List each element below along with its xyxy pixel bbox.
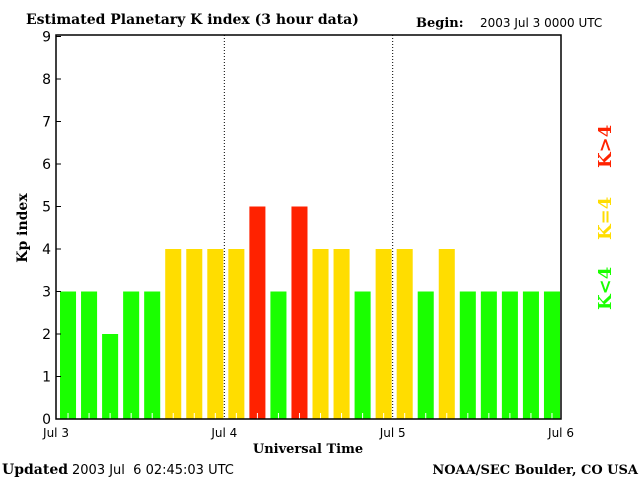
legend-low: K<4	[595, 267, 616, 310]
chart-title: Estimated Planetary K index (3 hour data…	[26, 12, 359, 28]
kp-bar	[522, 291, 539, 419]
kp-bar	[207, 249, 224, 419]
y-tick-label: 1	[42, 370, 51, 386]
kp-bar	[186, 249, 203, 419]
legend-high: K>4	[595, 125, 616, 168]
y-tick-label: 8	[42, 72, 51, 88]
x-tick-label: Jul 5	[379, 426, 406, 440]
kp-bar	[123, 291, 140, 419]
y-tick-label: 3	[42, 285, 51, 301]
kp-bar	[249, 206, 266, 419]
y-tick-label: 4	[42, 242, 51, 258]
plot-frame	[55, 34, 562, 420]
kp-bar	[480, 291, 497, 419]
kp-bar	[543, 291, 560, 419]
y-tick-label: 7	[42, 115, 51, 131]
kp-bar	[60, 291, 77, 419]
kp-bar	[270, 291, 287, 419]
kp-bar	[396, 249, 413, 419]
kp-bar	[228, 249, 245, 419]
kp-bar	[81, 291, 98, 419]
updated-label: Updated	[2, 462, 68, 478]
y-tick-label: 0	[42, 412, 51, 428]
y-axis-label: Kp index	[15, 193, 31, 263]
kp-bar	[144, 291, 161, 419]
source-credit: NOAA/SEC Boulder, CO USA	[432, 463, 639, 478]
kp-bar	[165, 249, 182, 419]
kp-bar	[375, 249, 392, 419]
y-tick-label: 5	[42, 200, 51, 216]
x-tick-label: Jul 6	[547, 426, 574, 440]
x-tick-label: Jul 4	[210, 426, 237, 440]
kp-bar	[501, 291, 518, 419]
kp-bar	[312, 249, 329, 419]
y-tick-label: 2	[42, 327, 51, 343]
kp-bar	[438, 249, 455, 419]
y-tick-label: 6	[42, 157, 51, 173]
kp-bar	[291, 206, 308, 419]
x-tick-label: Jul 3	[42, 426, 69, 440]
kp-bar	[417, 291, 434, 419]
begin-label: Begin:	[416, 16, 464, 31]
updated-value: 2003 Jul 6 02:45:03 UTC	[72, 463, 234, 478]
y-tick-label: 9	[42, 30, 51, 46]
kp-bar	[333, 249, 350, 419]
kp-bar	[102, 334, 119, 419]
legend-mid: K=4	[595, 197, 616, 240]
begin-value: 2003 Jul 3 0000 UTC	[480, 16, 602, 30]
kp-bar	[354, 291, 371, 419]
x-axis-label: Universal Time	[253, 442, 363, 457]
kp-bar	[459, 291, 476, 419]
